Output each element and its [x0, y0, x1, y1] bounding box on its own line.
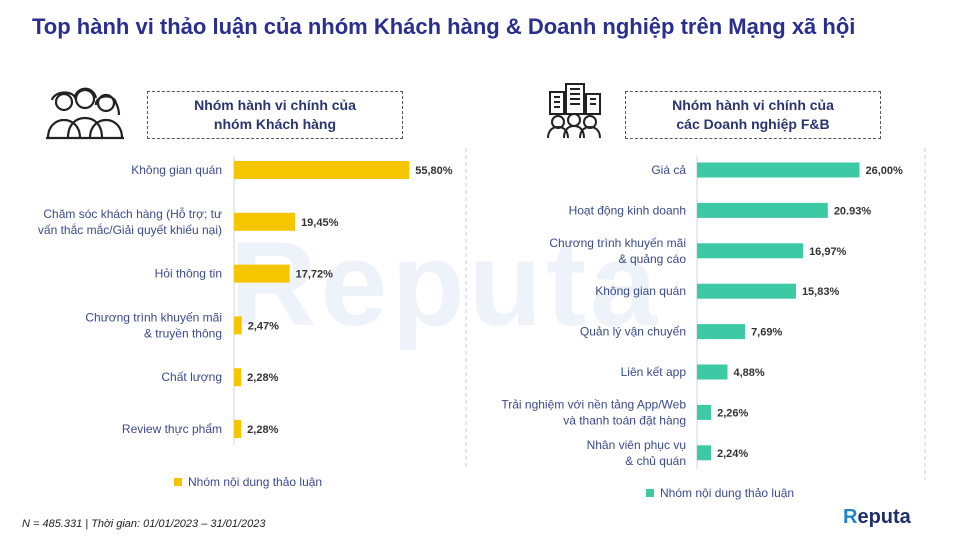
chart1-bar [697, 243, 804, 259]
chart0-bar [234, 420, 242, 438]
chart0-bar [234, 212, 296, 231]
chart0-category-label: Không gian quán [131, 163, 222, 177]
left-legend-swatch [174, 478, 182, 486]
chart1-bar [697, 162, 860, 178]
chart1-data-label: 20.93% [834, 205, 872, 217]
chart0-bar [234, 368, 242, 387]
chart1-data-label: 26,00% [866, 165, 904, 177]
chart0-category-label: & truyền thông [144, 326, 222, 340]
chart1-bar [697, 283, 796, 299]
right-header-box: Nhóm hành vi chính của các Doanh nghiệp … [625, 91, 881, 139]
chart1-data-label: 15,83% [802, 286, 840, 298]
chart0-bar [234, 264, 290, 283]
brand-logo: Reputa [843, 506, 911, 529]
chart1-data-label: 16,97% [809, 246, 847, 258]
chart0-category-label: vấn thắc mắc/Giải quyết khiếu nại) [38, 222, 222, 237]
brand-mark: R [843, 506, 858, 528]
chart1-category-label: & quảng cáo [619, 252, 687, 266]
chart0-data-label: 17,72% [296, 269, 334, 281]
chart0-data-label: 19,45% [301, 217, 339, 229]
chart1-bar [697, 364, 728, 380]
chart1-category-label: & chủ quán [625, 454, 686, 468]
right-header-line1: Nhóm hành vi chính của [672, 97, 834, 113]
city-people-icon [544, 80, 604, 145]
chart0-category-label: Chất lượng [161, 370, 222, 384]
right-header-line2: các Doanh nghiệp F&B [676, 116, 830, 132]
chart0-category-label: Hỏi thông tin [155, 267, 222, 281]
left-legend-label: Nhóm nội dung thảo luận [188, 475, 323, 489]
chart1-data-label: 2,24% [717, 448, 748, 460]
chart1-bar [697, 445, 711, 461]
left-header-line2: nhóm Khách hàng [213, 116, 337, 132]
chart1-category-label: Quản lý vận chuyển [580, 325, 686, 339]
chart1-category-label: Hoạt động kinh doanh [569, 203, 686, 217]
chart0-bar [234, 316, 242, 335]
chart0-bar [234, 161, 410, 179]
left-header-box: Nhóm hành vi chính của nhóm Khách hàng [147, 91, 403, 139]
page-title: Top hành vi thảo luận của nhóm Khách hàn… [32, 14, 856, 39]
right-legend-swatch [646, 489, 654, 497]
left-legend: Nhóm nội dung thảo luận [174, 475, 322, 489]
brand-text: eputa [857, 506, 911, 528]
chart1-bar [697, 324, 746, 340]
footnote: N = 485.331 | Thời gian: 01/01/2023 – 31… [22, 518, 266, 530]
chart1-category-label: Nhân viên phục vụ [587, 438, 686, 452]
chart0-category-label: Chương trình khuyến mãi [85, 310, 222, 324]
chart1-category-label: Chương trình khuyến mãi [549, 236, 686, 250]
right-legend: Nhóm nội dung thảo luận [646, 486, 794, 500]
left-header-line1: Nhóm hành vi chính của [194, 97, 356, 113]
chart1-category-label: Không gian quán [595, 284, 686, 298]
watermark: Reputa [230, 217, 661, 351]
chart0-data-label: 2,28% [247, 372, 278, 384]
chart1-data-label: 7,69% [751, 327, 782, 339]
right-legend-label: Nhóm nội dung thảo luận [660, 486, 795, 500]
chart1-bar [697, 404, 712, 420]
chart0-data-label: 55,80% [415, 165, 453, 177]
chart0-data-label: 2,47% [248, 320, 279, 332]
chart1-data-label: 2,26% [717, 407, 748, 419]
chart1-bar [697, 202, 828, 218]
chart1-category-label: Liên kết app [621, 365, 687, 379]
chart0-category-label: Review thực phẩm [122, 422, 222, 436]
chart0-data-label: 2,28% [247, 424, 278, 436]
chart1-data-label: 4,88% [734, 367, 765, 379]
chart1-category-label: Trải nghiệm với nền tảng App/Web [501, 397, 686, 411]
chart1-category-label: và thanh toán đặt hàng [563, 413, 686, 427]
chart1-category-label: Giá cả [651, 163, 686, 177]
people-group-icon [44, 86, 126, 145]
chart0-category-label: Chăm sóc khách hàng (Hỗ trợ; tư [43, 206, 222, 221]
